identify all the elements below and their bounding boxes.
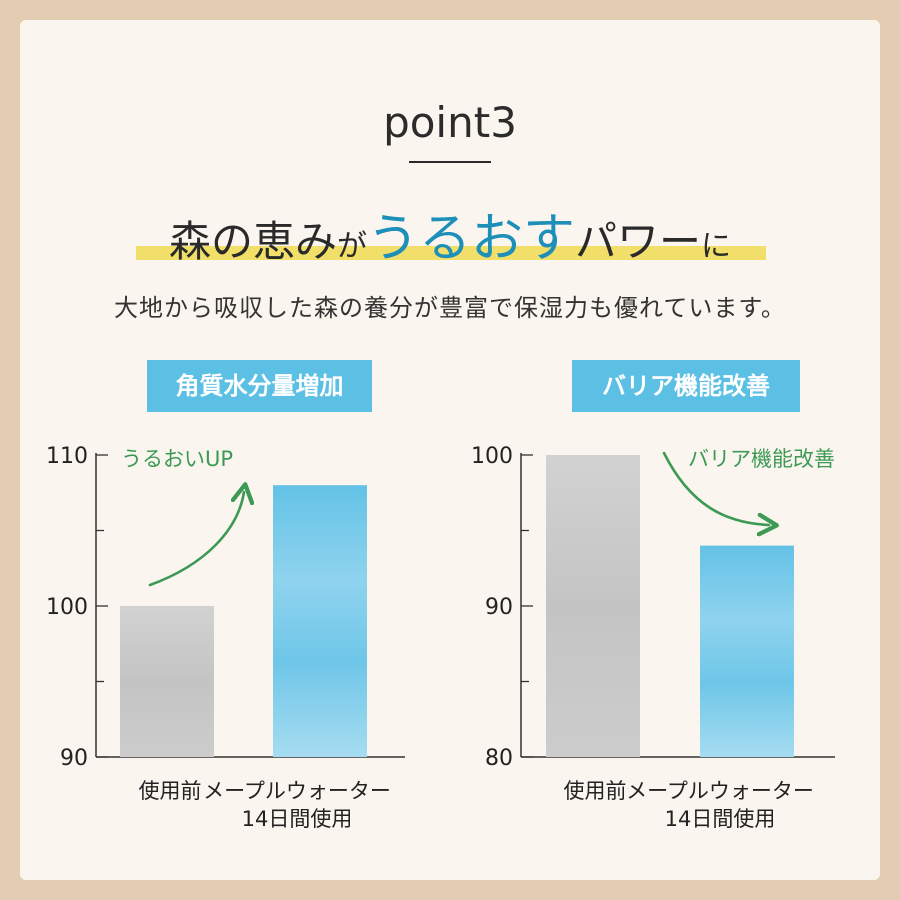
headline-accent: うるおす xyxy=(366,209,575,269)
y-tick-label: 110 xyxy=(46,444,88,469)
title-underline xyxy=(409,161,491,163)
headline-part-5: に xyxy=(701,229,732,264)
headline: 森の恵みがうるおすパワーに xyxy=(0,196,900,271)
headline-part-4: パワー xyxy=(575,217,702,266)
y-tick-label: 100 xyxy=(46,595,88,620)
y-tick-label: 80 xyxy=(485,746,513,771)
chart-1-title: 角質水分量増加 xyxy=(147,360,372,412)
bar-before xyxy=(546,455,640,757)
x-category-label: 14日間使用 xyxy=(241,807,353,831)
bar-after xyxy=(700,545,794,757)
y-tick-label: 100 xyxy=(471,444,513,469)
headline-part-1: 森の恵み xyxy=(168,217,337,266)
bar-before xyxy=(120,606,214,757)
annotation-arrow xyxy=(148,492,244,587)
x-category-label: 使用前 xyxy=(563,779,627,803)
x-category-label: メープルウォーター xyxy=(203,779,391,803)
headline-part-2: が xyxy=(336,229,367,264)
y-tick-label: 90 xyxy=(485,595,513,620)
annotation-label: うるおいUP xyxy=(121,447,233,471)
x-category-label: 14日間使用 xyxy=(664,807,776,831)
x-category-label: 使用前 xyxy=(138,779,202,803)
headline-highlight xyxy=(136,246,766,260)
subtitle: 大地から吸収した森の養分が豊富で保湿力も優れています。 xyxy=(114,294,786,322)
y-tick-label: 90 xyxy=(60,746,88,771)
point-title: point3 xyxy=(383,98,517,147)
annotation-arrow xyxy=(662,451,769,525)
bar-after xyxy=(273,485,367,757)
chart-2-title: バリア機能改善 xyxy=(572,360,800,412)
annotation-label: バリア機能改善 xyxy=(688,447,835,471)
x-category-label: メープルウォーター xyxy=(626,779,814,803)
